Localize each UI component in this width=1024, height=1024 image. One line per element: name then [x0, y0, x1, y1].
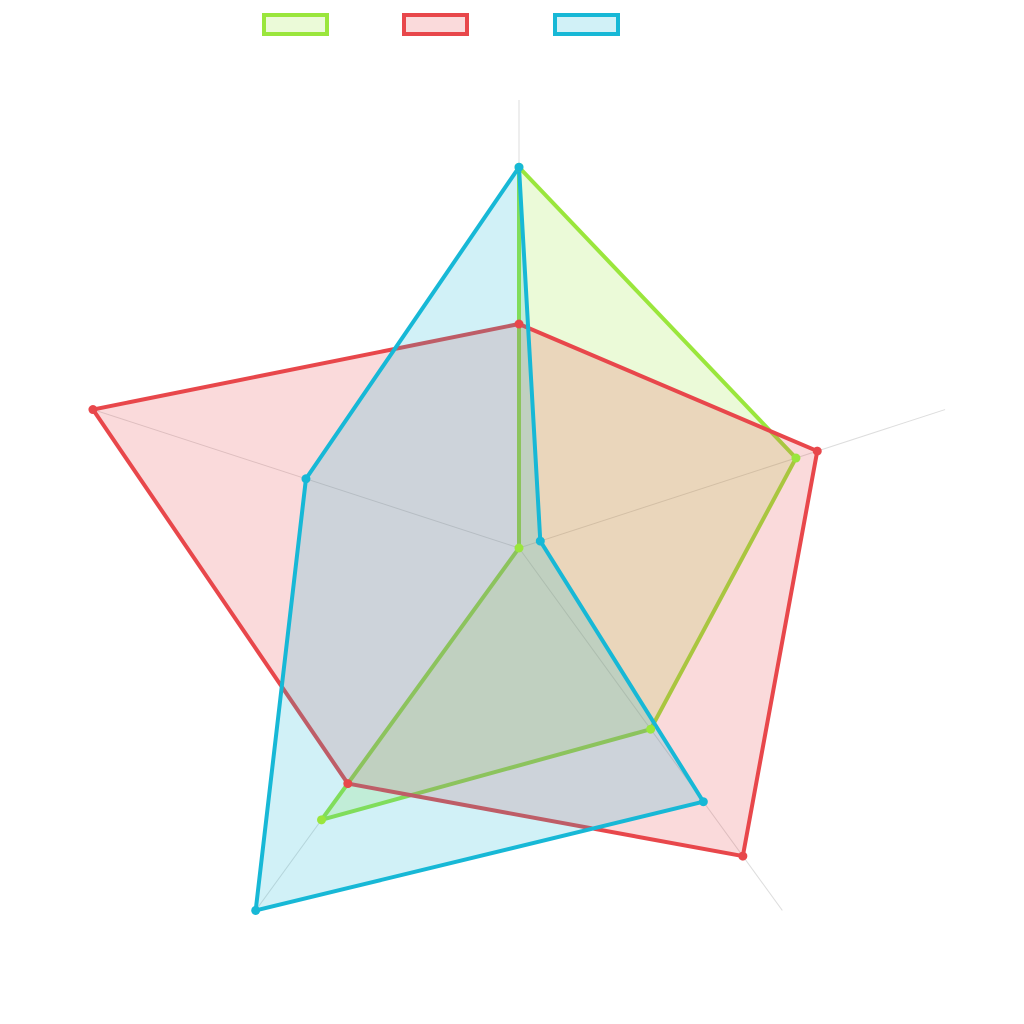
data-point — [646, 724, 656, 734]
data-point — [812, 446, 822, 456]
series-area — [319, 165, 798, 822]
data-point — [738, 851, 748, 861]
axis-spoke — [518, 409, 946, 549]
legend-swatch — [402, 13, 469, 36]
data-point — [535, 536, 545, 546]
data-point — [343, 779, 353, 789]
data-point — [251, 905, 261, 915]
data-point — [514, 162, 524, 172]
data-point — [514, 543, 524, 553]
legend-swatch — [262, 13, 329, 36]
data-point — [514, 319, 524, 329]
series-area — [253, 165, 706, 913]
data-point — [301, 474, 311, 484]
series-area — [90, 322, 820, 859]
data-point — [317, 815, 327, 825]
data-point — [791, 453, 801, 463]
data-point — [698, 797, 708, 807]
data-point — [88, 405, 98, 415]
legend-swatch — [553, 13, 620, 36]
